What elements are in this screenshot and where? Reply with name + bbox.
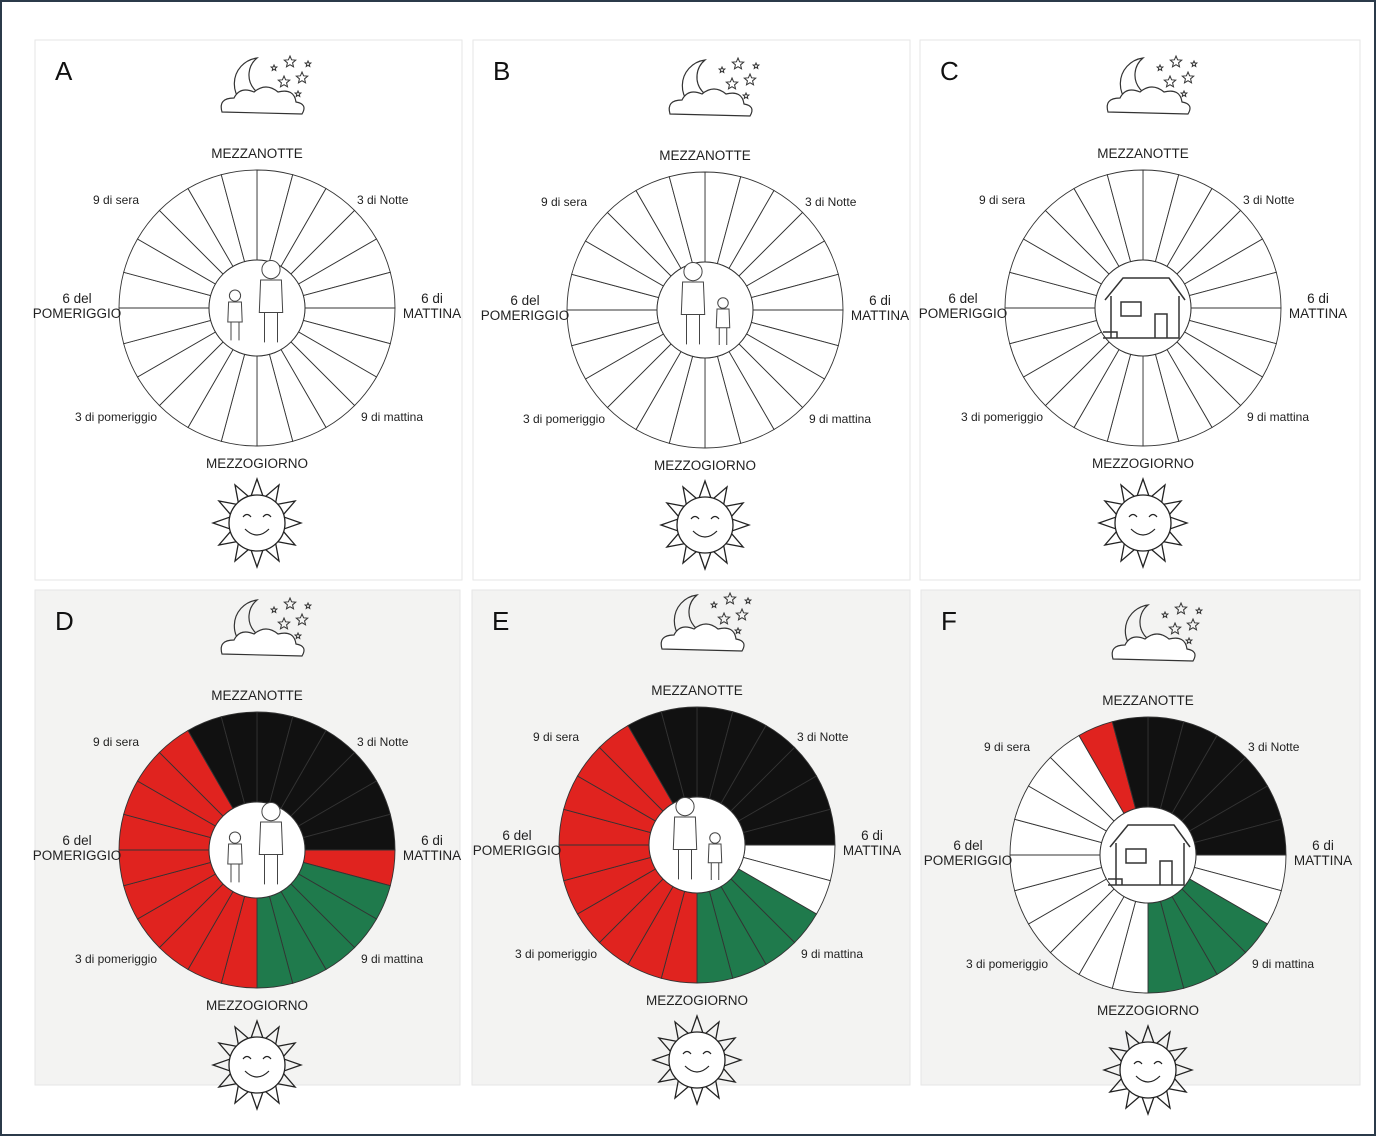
time-label: 9 di sera — [984, 740, 1030, 754]
person-head — [262, 803, 280, 821]
time-label: POMERIGGIO — [481, 308, 570, 323]
panel-letter: F — [941, 606, 957, 636]
time-label: 9 di sera — [93, 193, 139, 207]
time-label: 6 del — [62, 833, 91, 848]
time-label: POMERIGGIO — [33, 306, 122, 321]
time-label: POMERIGGIO — [473, 843, 562, 858]
time-label: 3 di Notte — [1243, 193, 1295, 207]
time-label: 6 del — [948, 291, 977, 306]
time-label: POMERIGGIO — [924, 853, 1013, 868]
time-label: POMERIGGIO — [33, 848, 122, 863]
time-label: MEZZOGIORNO — [206, 998, 308, 1013]
panel-letter: E — [492, 606, 509, 636]
panel: B MEZZANOTTE MEZZOGIORNO 9 di sera 3 di Nott… — [473, 40, 910, 580]
time-label: 6 di — [1312, 838, 1334, 853]
time-label: MEZZANOTTE — [211, 688, 303, 703]
time-label: 9 di mattina — [1247, 410, 1309, 424]
time-label: MATTINA — [1294, 853, 1352, 868]
time-label: MEZZANOTTE — [1097, 146, 1189, 161]
time-label: 9 di mattina — [1252, 957, 1314, 971]
panel-letter: B — [493, 56, 510, 86]
time-label: 3 di Notte — [357, 193, 409, 207]
person-head — [684, 263, 702, 281]
time-label: 6 del — [502, 828, 531, 843]
inner-circle — [209, 802, 305, 898]
time-label: MATTINA — [1289, 306, 1347, 321]
time-label: 6 di — [869, 293, 891, 308]
time-label: 3 di pomeriggio — [523, 412, 605, 426]
time-label: 3 di Notte — [1248, 740, 1300, 754]
time-label: 3 di Notte — [805, 195, 857, 209]
time-label: MEZZANOTTE — [659, 148, 751, 163]
panel-letter: A — [55, 56, 73, 86]
time-label: 3 di pomeriggio — [75, 410, 157, 424]
time-label: 6 di — [861, 828, 883, 843]
time-label: 9 di sera — [979, 193, 1025, 207]
time-label: 3 di pomeriggio — [75, 952, 157, 966]
panel: A MEZZANOTTE MEZZOGIORNO 9 di sera 3 di Nott… — [33, 40, 462, 580]
panel: D MEZZANOTTE MEZZOGIORNO 9 di sera 3 di Nott… — [33, 590, 461, 1109]
person-head — [229, 832, 240, 843]
time-label: MATTINA — [403, 306, 461, 321]
time-label: POMERIGGIO — [919, 306, 1008, 321]
time-label: MEZZOGIORNO — [646, 993, 748, 1008]
time-label: 6 del — [510, 293, 539, 308]
figure-canvas: A MEZZANOTTE MEZZOGIORNO 9 di sera 3 di Nott… — [0, 0, 1376, 1136]
time-label: MATTINA — [851, 308, 909, 323]
sun-face — [669, 1032, 725, 1088]
time-label: 3 di Notte — [797, 730, 849, 744]
inner-circle — [1100, 807, 1196, 903]
time-label: MEZZOGIORNO — [654, 458, 756, 473]
time-label: MATTINA — [843, 843, 901, 858]
sun-face — [1120, 1042, 1176, 1098]
panel: E MEZZANOTTE MEZZOGIORNO 9 di sera 3 di Nott… — [472, 590, 910, 1104]
person-head — [229, 290, 240, 301]
time-label: MEZZOGIORNO — [1097, 1003, 1199, 1018]
panel: C MEZZANOTTE MEZZOGIORNO 9 di sera 3 di Nott… — [919, 40, 1360, 580]
figure: A MEZZANOTTE MEZZOGIORNO 9 di sera 3 di Nott… — [0, 0, 1376, 1136]
time-label: MEZZANOTTE — [651, 683, 743, 698]
inner-circle — [1095, 260, 1191, 356]
time-label: 6 del — [953, 838, 982, 853]
time-label: 3 di Notte — [357, 735, 409, 749]
time-label: 9 di mattina — [361, 952, 423, 966]
panel: F MEZZANOTTE MEZZOGIORNO 9 di sera 3 di Nott… — [921, 590, 1360, 1114]
time-label: 6 di — [421, 833, 443, 848]
person-head — [676, 798, 694, 816]
panel-letter: C — [940, 56, 959, 86]
time-label: 6 di — [421, 291, 443, 306]
time-label: 3 di pomeriggio — [515, 947, 597, 961]
time-label: MEZZANOTTE — [1102, 693, 1194, 708]
time-label: MEZZOGIORNO — [206, 456, 308, 471]
person-head — [262, 261, 280, 279]
sun-face — [229, 495, 285, 551]
person-head — [710, 833, 721, 844]
time-label: 6 del — [62, 291, 91, 306]
time-label: MATTINA — [403, 848, 461, 863]
time-label: 9 di mattina — [801, 947, 863, 961]
sun-face — [1115, 495, 1171, 551]
time-label: 9 di mattina — [361, 410, 423, 424]
time-label: 9 di sera — [93, 735, 139, 749]
sun-face — [677, 497, 733, 553]
sun-face — [229, 1037, 285, 1093]
time-label: MEZZANOTTE — [211, 146, 303, 161]
person-head — [718, 298, 729, 309]
time-label: 9 di sera — [533, 730, 579, 744]
inner-circle — [209, 260, 305, 356]
time-label: 9 di sera — [541, 195, 587, 209]
time-label: MEZZOGIORNO — [1092, 456, 1194, 471]
panel-letter: D — [55, 606, 74, 636]
time-label: 6 di — [1307, 291, 1329, 306]
time-label: 3 di pomeriggio — [966, 957, 1048, 971]
time-label: 9 di mattina — [809, 412, 871, 426]
time-label: 3 di pomeriggio — [961, 410, 1043, 424]
